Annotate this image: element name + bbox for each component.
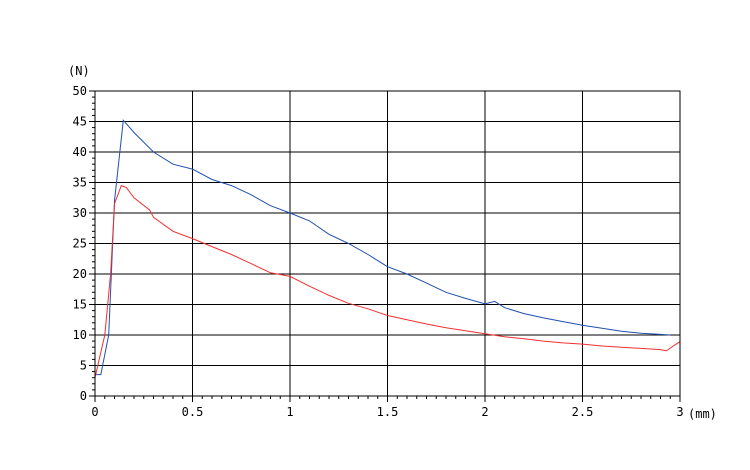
y-tick-label: 30 [73, 206, 87, 220]
axis-ticks: 0 5 10 15 20 25 30 35 40 45 50 0 0.5 1 1.5 2 2.5 3 [73, 84, 684, 419]
x-tick-label: 1 [286, 405, 293, 419]
plot-frame [94, 90, 681, 397]
y-tick-label: 25 [73, 237, 87, 251]
x-tick-label: 0.5 [182, 405, 204, 419]
y-tick-label: 5 [80, 359, 87, 373]
x-tick-label: 2.5 [572, 405, 594, 419]
x-axis-label: (mm) [688, 407, 717, 421]
grid [94, 90, 681, 397]
y-tick-label: 20 [73, 267, 87, 281]
y-tick-label: 35 [73, 176, 87, 190]
x-tick-label: 0 [91, 405, 98, 419]
y-tick-label: 15 [73, 298, 87, 312]
y-tick-label: 0 [80, 389, 87, 403]
y-axis-label: (N) [68, 64, 90, 78]
x-tick-label: 3 [676, 405, 683, 419]
series-lines [94, 119, 681, 378]
y-tick-label: 50 [73, 84, 87, 98]
x-tick-label: 2 [481, 405, 488, 419]
y-tick-label: 10 [73, 328, 87, 342]
y-tick-label: 40 [73, 145, 87, 159]
x-tick-label: 1.5 [377, 405, 399, 419]
y-tick-label: 45 [73, 115, 87, 129]
series-line-1 [95, 119, 671, 376]
series-line-2 [94, 184, 681, 378]
